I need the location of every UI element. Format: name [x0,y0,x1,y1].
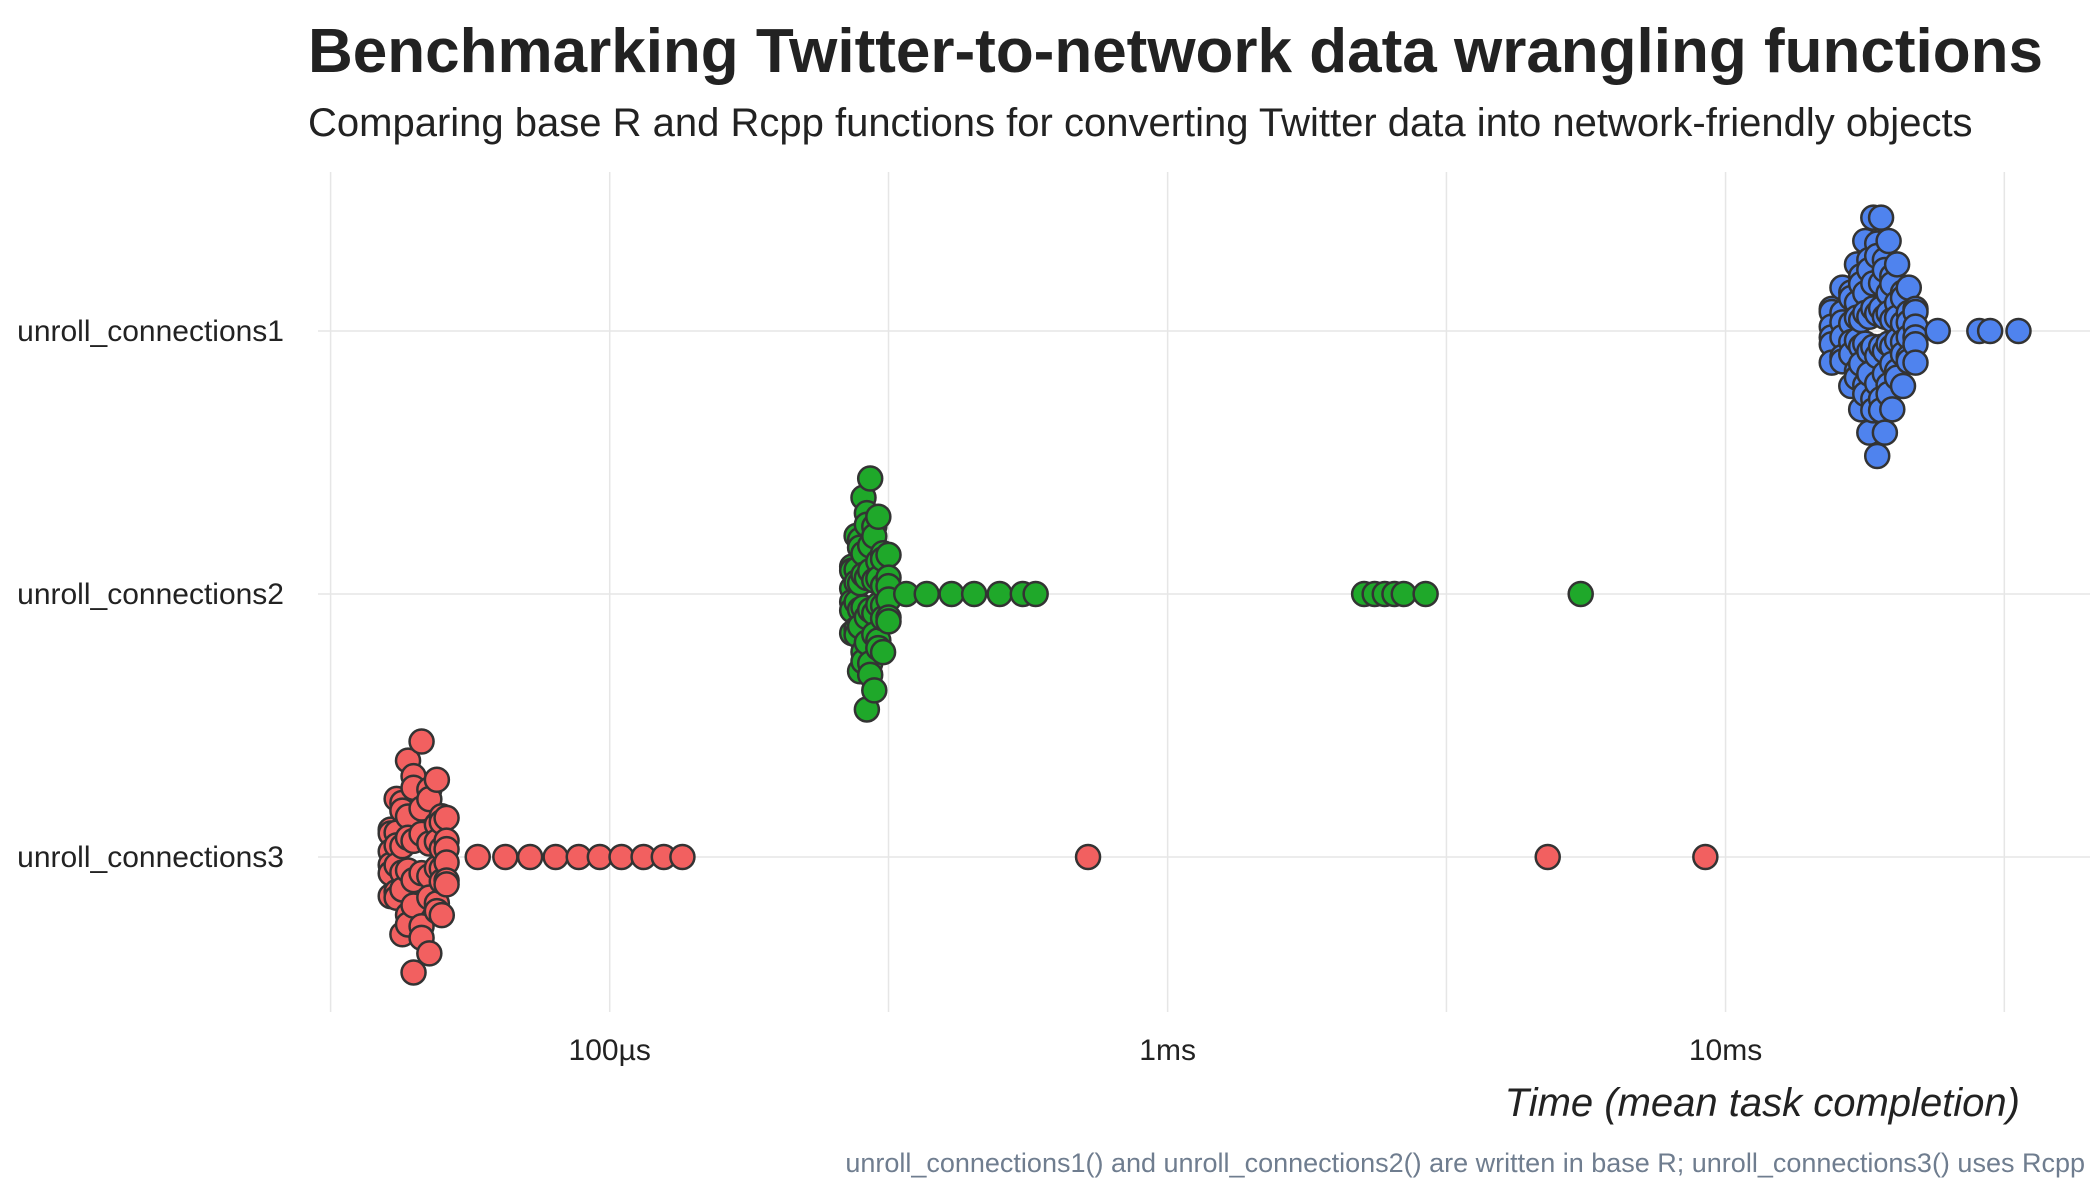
data-point [1875,227,1902,255]
y-tick-label: unroll_connections2 [17,578,284,611]
data-point [960,580,988,608]
chart-subtitle: Comparing base R and Rcpp functions for … [308,101,1973,145]
data-point [1074,843,1102,871]
data-point [1883,251,1911,278]
data-point [856,465,884,492]
x-tick-label: 100µs [569,1034,651,1067]
y-tick-label: unroll_connections3 [17,841,284,874]
data-point [875,608,902,635]
data-point [433,804,460,832]
y-tick-label: unroll_connections1 [17,315,284,348]
data-point [865,503,892,530]
data-point [1871,419,1899,446]
data-point [913,580,940,608]
x-axis-title: Time (mean task completion) [1505,1081,2020,1125]
data-point [1534,843,1561,871]
data-point [408,728,435,755]
data-point [1022,580,1049,608]
data-point [1889,372,1917,400]
data-point [2005,317,2032,345]
data-point [608,843,635,871]
data-point [1879,396,1906,423]
data-point [861,677,888,704]
data-point [428,901,456,929]
data-point [669,843,696,871]
chart-title: Benchmarking Twitter-to-network data wra… [308,17,2043,86]
data-point [464,843,491,871]
data-point [1902,349,1929,376]
data-point [423,766,451,793]
data-point [986,580,1013,608]
x-tick-label: 10ms [1689,1034,1762,1067]
data-point [1390,580,1418,608]
chart-caption: unroll_connections1() and unroll_connect… [845,1148,2085,1178]
data-point [400,959,427,986]
data-point [1863,442,1891,470]
data-point [542,843,569,871]
data-point [1567,580,1594,608]
data-point [1867,204,1895,231]
data-points [377,204,2032,986]
data-point [1692,843,1719,871]
data-point [1924,317,1951,345]
data-point [869,638,897,666]
data-point [586,843,614,871]
data-point [433,871,460,898]
x-axis-ticks: 100µs 1ms 10ms [569,1034,1763,1067]
data-point [1976,317,2004,345]
data-point [492,843,519,871]
data-point [416,940,443,967]
data-point [516,843,544,871]
y-axis-ticks: unroll_connections1 unroll_connections2un… [17,315,284,874]
x-tick-label: 1ms [1139,1034,1196,1067]
data-point [1412,580,1439,608]
data-point [938,580,965,608]
data-point [875,541,902,569]
